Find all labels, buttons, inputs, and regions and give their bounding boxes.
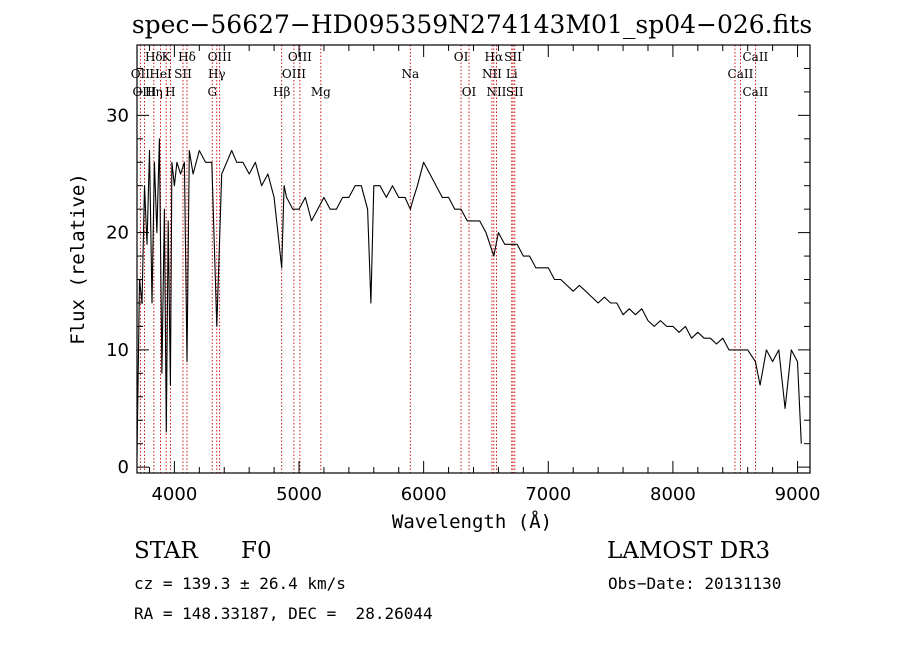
object-subclass: F0 [241,538,272,564]
spectral-line-label: NII [482,67,502,81]
spectral-line-label: OIII [208,50,232,64]
x-tick-label: 4000 [151,484,197,505]
spectral-line-label: Li [506,67,518,81]
spectral-line-label: K [162,50,172,64]
spectral-line-label: SII [174,67,192,81]
spectral-line-label: H [165,85,175,99]
x-tick-label: 8000 [650,484,696,505]
spectral-line-label: G [207,85,217,99]
spectral-line-label: CaII [742,85,768,99]
y-axis-title: Flux (relative) [67,173,89,345]
spectral-line-label: CaII [742,50,768,64]
y-tick-label: 0 [118,457,129,478]
spectral-line-label: Hγ [208,67,226,81]
spectral-line-label: SII [504,50,522,64]
spectral-line-label: NII [486,85,506,99]
sky-coordinates: RA = 148.33187, DEC = 28.26044 [134,604,433,623]
spectral-line-label: Hδ [145,50,163,64]
spectral-line-label: HeI [149,67,172,81]
spectral-line-label: OII [131,67,151,81]
chart-title: spec−56627−HD095359N274143M01_sp04−026.f… [132,10,812,39]
x-tick-label: 9000 [775,484,821,505]
spectral-line-label: OI [454,50,469,64]
x-axis-title: Wavelength (Å) [392,510,552,533]
spectral-line-label: OIII [282,67,306,81]
spectral-line-label: Hα [485,50,504,64]
redshift-velocity: cz = 139.3 ± 26.4 km/s [134,574,346,593]
spectral-line-label: Hδ [178,50,196,64]
spectral-line-label: OI [462,85,477,99]
spectral-line-label: SII [506,85,524,99]
spectral-line-label: Na [401,67,419,81]
plot-frame [136,44,811,474]
spectral-line-label: CaII [728,67,754,81]
y-tick-label: 20 [106,223,129,244]
spectral-line-label: Mg [311,85,331,99]
flux-series-line [136,138,802,456]
axis-ticks [137,45,810,473]
survey-name: LAMOST DR3 [607,538,771,564]
x-tick-label: 7000 [525,484,571,505]
object-class: STAR [134,538,198,564]
axis-tick-labels: 4000 5000 6000 7000 8000 9000 0 10 20 30 [106,105,820,505]
spectral-line-label: Hβ [273,85,290,99]
y-tick-label: 10 [106,340,129,361]
y-tick-label: 30 [106,105,129,126]
x-tick-label: 6000 [401,484,447,505]
spectral-line-label: OIII [288,50,312,64]
observation-date: Obs−Date: 20131130 [608,574,782,593]
spectral-line-markers [139,45,756,473]
spectral-line-label: OIII [132,85,156,99]
spectral-line-label: Hη [145,85,163,99]
x-tick-label: 5000 [276,484,322,505]
